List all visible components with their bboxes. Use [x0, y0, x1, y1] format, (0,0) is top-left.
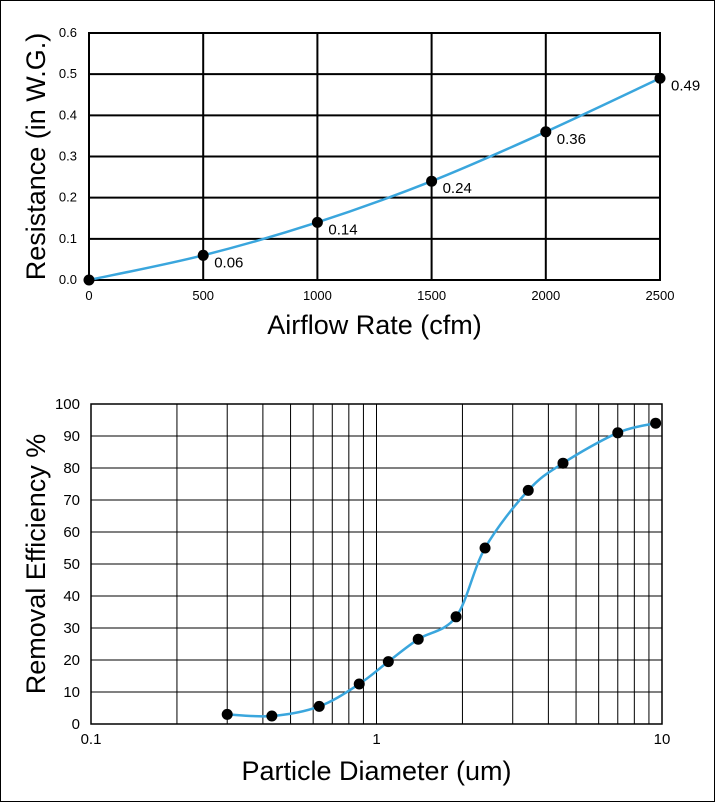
chart1-data-label: 0.36 [557, 131, 586, 148]
chart1-y-tick-label: 0.1 [59, 231, 77, 246]
chart2-data-point [522, 484, 534, 496]
chart2-y-tick-label: 30 [63, 620, 80, 637]
chart2-y-tick-label: 60 [63, 524, 80, 541]
chart2-data-point [557, 457, 569, 469]
chart2-x-tick-label: 10 [654, 731, 671, 748]
chart2-y-tick-label: 10 [63, 684, 80, 701]
chart2-data-point [266, 710, 278, 722]
chart1-y-tick-label: 0.3 [59, 149, 77, 164]
chart1-x-tick-label: 2500 [646, 288, 675, 303]
chart2-y-tick-label: 80 [63, 460, 80, 477]
chart2-x-tick-label: 1 [372, 731, 380, 748]
chart1-y-tick-label: 0.4 [59, 107, 77, 122]
chart2-y-tick-label: 70 [63, 492, 80, 509]
chart2-data-point [612, 427, 624, 439]
chart2-y-tick-label: 40 [63, 588, 80, 605]
chart1-data-point [311, 216, 323, 228]
chart1-x-tick-label: 1500 [417, 288, 446, 303]
chart1-data-label: 0.24 [443, 180, 472, 197]
chart2-data-point [313, 700, 325, 712]
chart2-y-tick-label: 0 [72, 716, 80, 733]
chart2-y-tick-label: 20 [63, 652, 80, 669]
chart1-x-tick-label: 500 [192, 288, 214, 303]
chart1-data-point [654, 72, 666, 84]
chart2-y-tick-label: 100 [55, 396, 80, 413]
chart1-data-point [197, 249, 209, 261]
chart2-data-point [479, 542, 491, 554]
chart1-y-tick-label: 0.0 [59, 272, 77, 287]
chart2-x-tick-label: 0.1 [81, 731, 102, 748]
chart1-x-tick-label: 1000 [303, 288, 332, 303]
chart1-data-point [540, 126, 552, 138]
chart1-data-label: 0.49 [671, 77, 700, 94]
chart1-series-line [88, 77, 661, 282]
chart1-x-tick-label: 2000 [531, 288, 560, 303]
chart2-data-point [353, 678, 365, 690]
chart1-x-axis-label: Airflow Rate (cfm) [267, 310, 482, 340]
chart2-y-axis-label: Removal Efficiency % [21, 434, 51, 695]
chart1-y-tick-label: 0.6 [59, 25, 77, 40]
chart1-y-axis-label: Resistance (in W.G.) [21, 33, 51, 281]
chart2-data-point [412, 633, 424, 645]
chart2-x-axis-label: Particle Diameter (um) [241, 756, 511, 786]
chart1-plot-border [88, 32, 661, 281]
chart2-y-tick-label: 90 [63, 428, 80, 445]
chart2-data-point [450, 611, 462, 623]
chart1-data-label: 0.06 [214, 254, 243, 271]
chart1-y-tick-label: 0.2 [59, 190, 77, 205]
chart2-data-point [650, 417, 662, 429]
chart2-data-point [382, 656, 394, 668]
chart2-plot-border [90, 403, 663, 725]
chart1-x-tick-label: 0 [85, 288, 92, 303]
chart1-data-label: 0.14 [328, 221, 357, 238]
chart2-data-point [221, 708, 233, 720]
chart1-y-tick-label: 0.5 [59, 66, 77, 81]
chart1-data-point [426, 175, 438, 187]
chart2-series-line [227, 421, 656, 718]
chart2-y-tick-label: 50 [63, 556, 80, 573]
chart1-data-point [83, 274, 95, 286]
